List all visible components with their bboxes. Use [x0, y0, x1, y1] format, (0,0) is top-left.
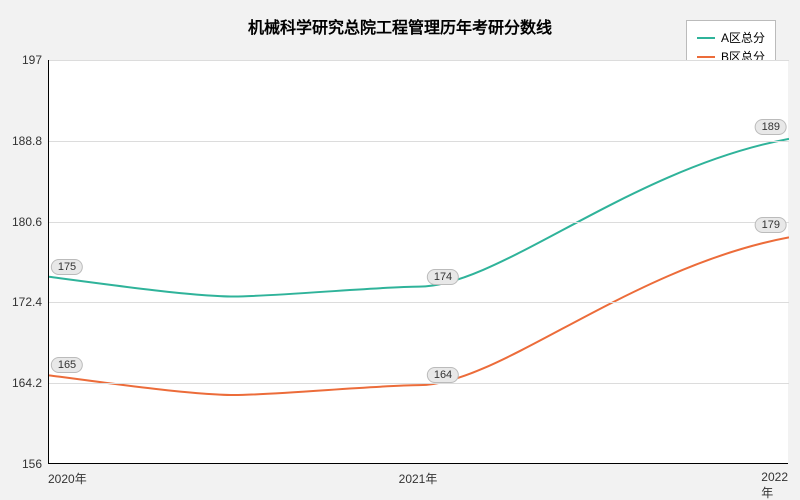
line-series — [49, 237, 789, 395]
gridline-y — [49, 302, 789, 303]
y-tick-label: 197 — [22, 53, 42, 67]
data-label: 179 — [755, 217, 787, 233]
data-label: 175 — [51, 259, 83, 275]
chart-container: 机械科学研究总院工程管理历年考研分数线 A区总分 B区总分 1751741891… — [0, 0, 800, 500]
y-tick-label: 172.4 — [12, 295, 42, 309]
x-tick-label: 2022年 — [761, 470, 788, 500]
data-label: 174 — [427, 269, 459, 285]
x-tick-label: 2021年 — [399, 470, 438, 487]
y-tick-label: 188.8 — [12, 134, 42, 148]
chart-svg — [49, 60, 789, 464]
y-tick-label: 180.6 — [12, 215, 42, 229]
data-label: 164 — [427, 367, 459, 383]
chart-title: 机械科学研究总院工程管理历年考研分数线 — [0, 14, 800, 38]
gridline-y — [49, 383, 789, 384]
gridline-y — [49, 141, 789, 142]
y-tick-label: 164.2 — [12, 376, 42, 390]
legend-swatch-b — [697, 56, 715, 58]
x-tick-label: 2020年 — [48, 470, 87, 487]
legend-swatch-a — [697, 37, 715, 39]
data-label: 165 — [51, 357, 83, 373]
y-tick-label: 156 — [22, 457, 42, 471]
gridline-y — [49, 60, 789, 61]
legend-label-a: A区总分 — [721, 29, 765, 46]
legend-item-a: A区总分 — [697, 29, 765, 46]
plot-area: 175 174 189 165 164 179 — [48, 60, 788, 464]
gridline-y — [49, 222, 789, 223]
data-label: 189 — [755, 119, 787, 135]
